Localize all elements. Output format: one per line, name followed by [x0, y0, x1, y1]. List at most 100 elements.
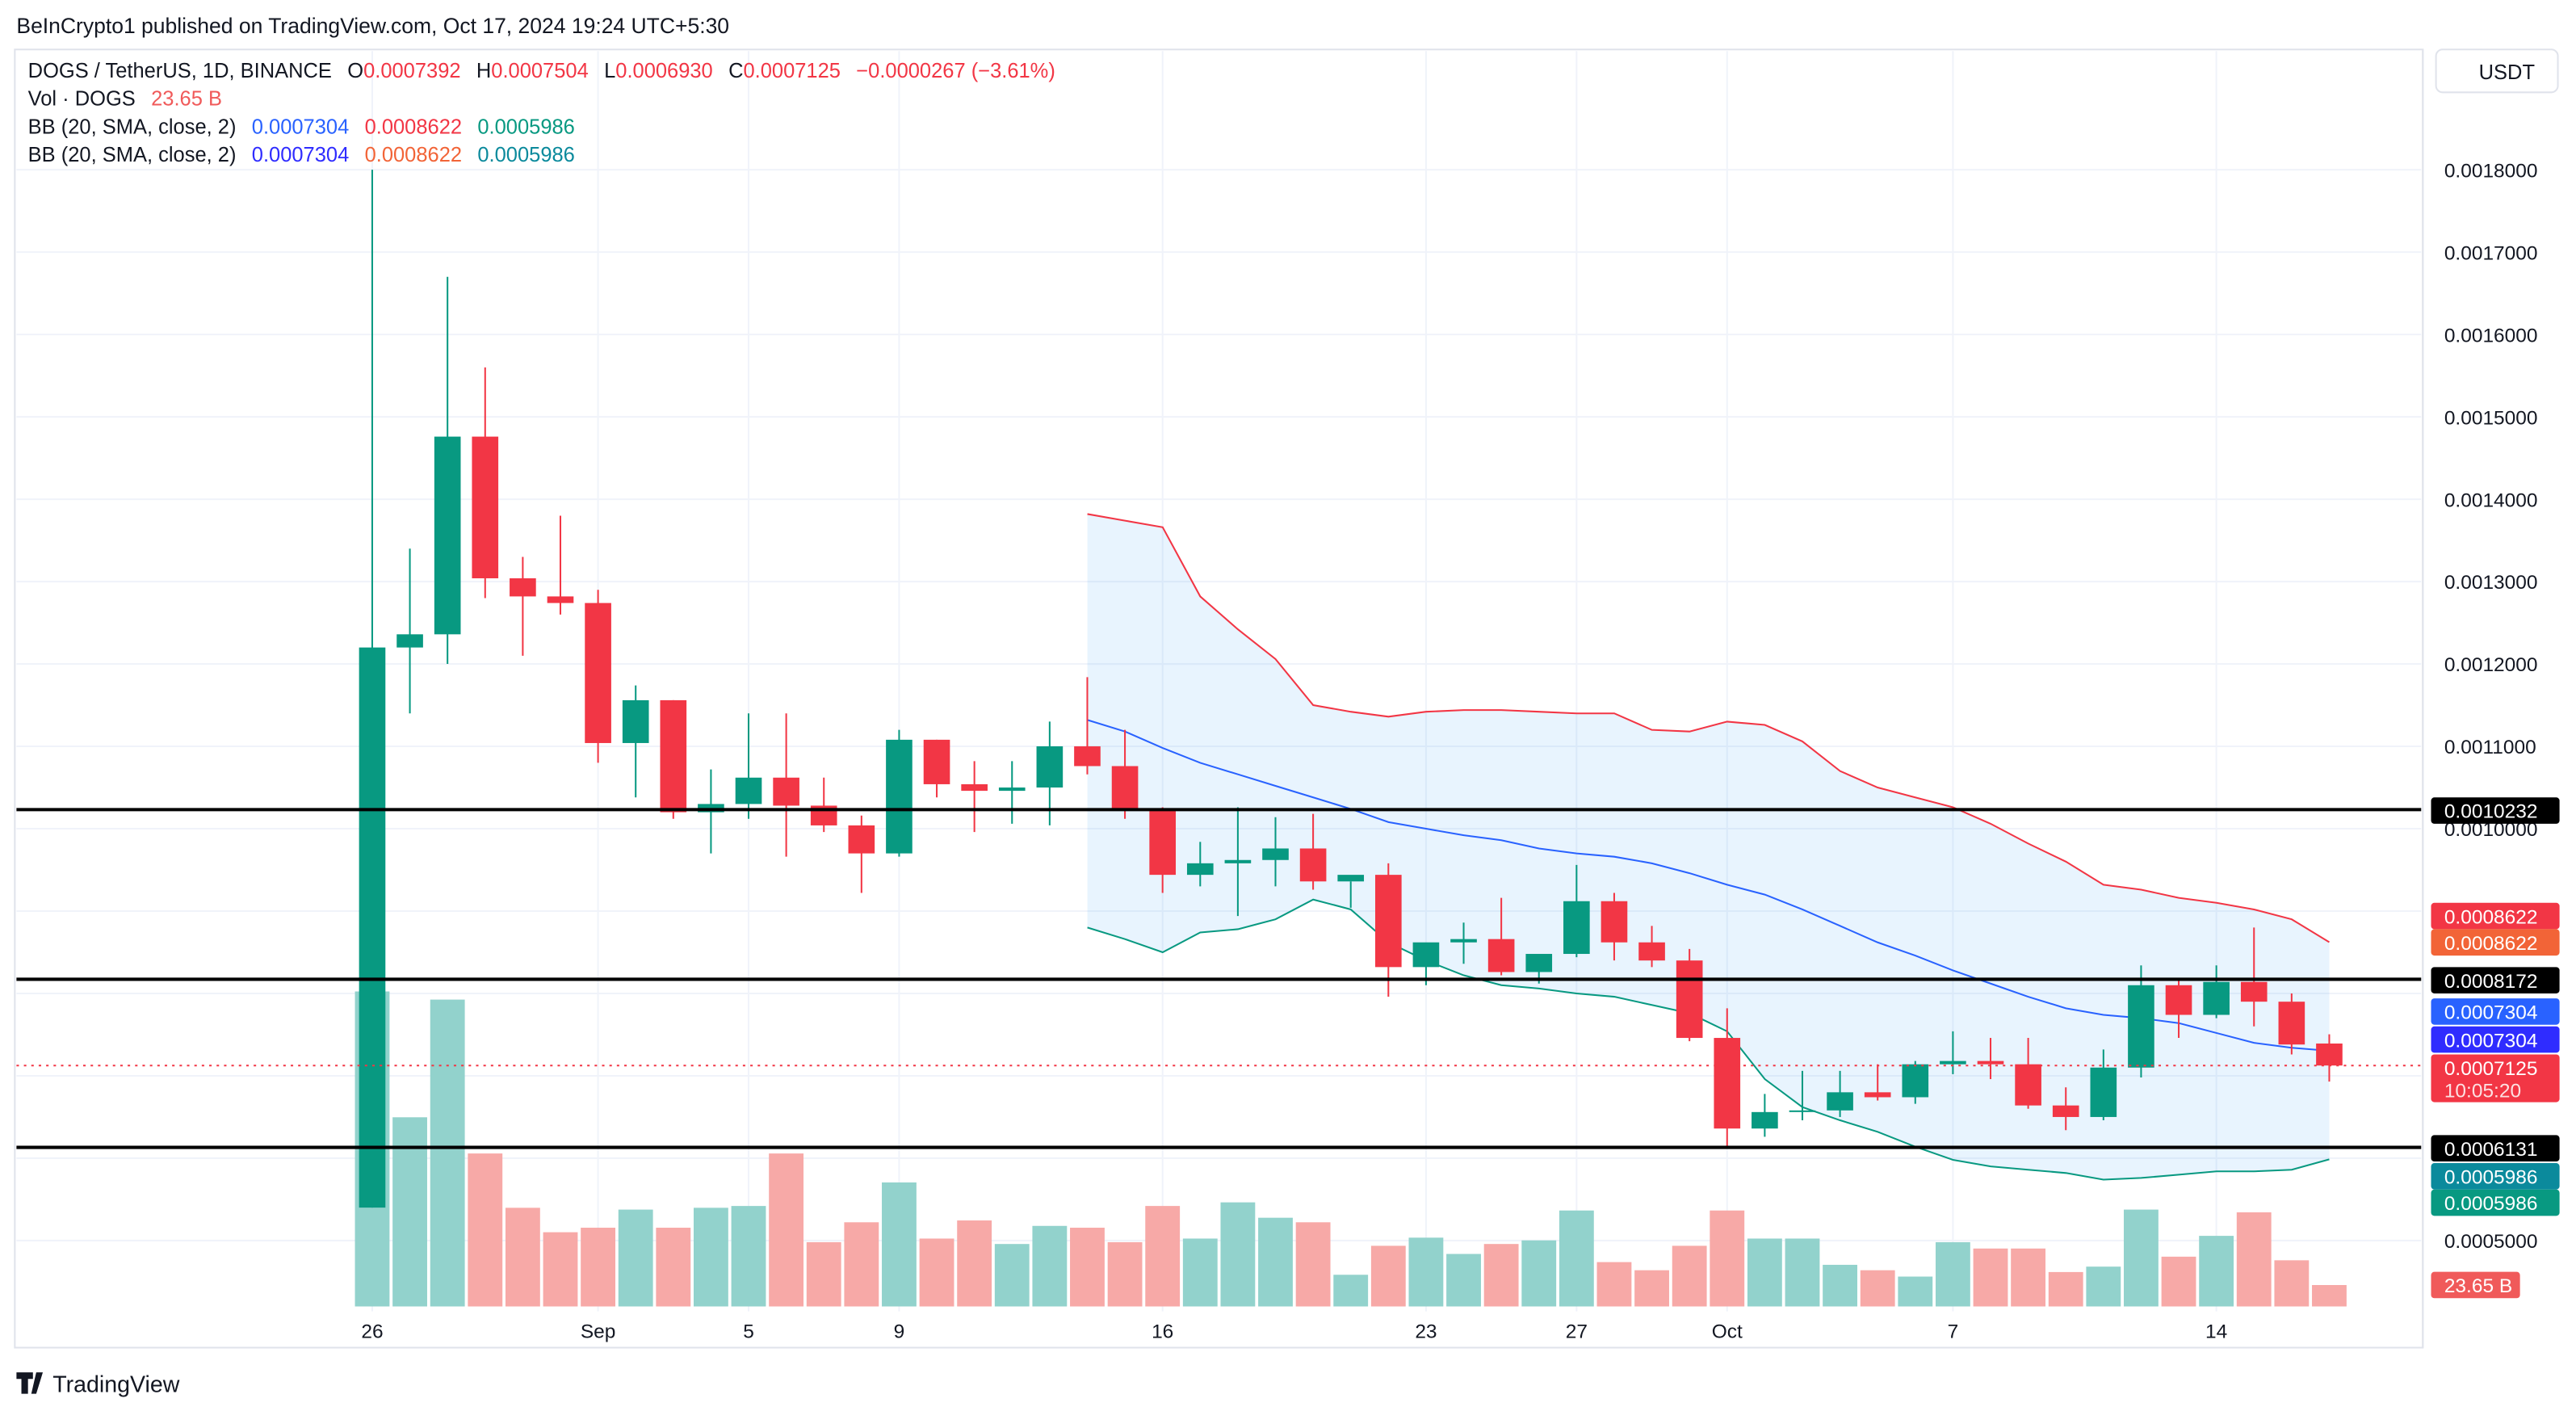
- bb-fill: [1087, 514, 2330, 1180]
- price-tick-label: 0.0018000: [2444, 160, 2538, 182]
- open-label: O: [347, 60, 363, 82]
- volume-bar: [1747, 1238, 1782, 1307]
- candle-body: [1714, 1038, 1741, 1129]
- candle-body: [1074, 746, 1101, 766]
- candle-body: [1299, 848, 1327, 882]
- currency-button-bg[interactable]: [2435, 48, 2559, 94]
- candle-body: [585, 603, 611, 743]
- candle-body: [547, 596, 574, 603]
- candle-body: [1638, 942, 1665, 961]
- volume-bar: [731, 1206, 766, 1307]
- legend-ohlc-row: DOGS / TetherUS, 1D, BINANCE O0.0007392 …: [28, 60, 1055, 82]
- time-tick-label: Oct: [1712, 1321, 1743, 1342]
- candle-body: [2052, 1105, 2079, 1117]
- bb1-label: BB (20, SMA, close, 2): [28, 116, 237, 138]
- volume-value: 23.65 B: [151, 88, 222, 111]
- legend-bb1-row: BB (20, SMA, close, 2) 0.0007304 0.00086…: [28, 116, 575, 138]
- low-label: L: [604, 60, 615, 82]
- price-badge: [2431, 902, 2560, 930]
- last-price-badge: [2431, 1054, 2560, 1102]
- volume-bar: [1672, 1245, 1707, 1307]
- volume-bar: [1860, 1270, 1895, 1307]
- price-badge: [2431, 1026, 2560, 1053]
- candle-body: [848, 825, 875, 854]
- volume-bar: [2236, 1212, 2272, 1307]
- candle-body: [735, 777, 762, 804]
- candle-body: [1111, 766, 1139, 811]
- price-badge-label: 0.0008172: [2444, 971, 2538, 993]
- candle-body: [396, 634, 423, 648]
- price-badge: [2431, 797, 2560, 824]
- bb1-middle: 0.0007304: [252, 116, 349, 138]
- time-tick-label: 23: [1415, 1321, 1437, 1342]
- volume-bar: [1032, 1225, 1068, 1307]
- volume-bar: [1295, 1222, 1331, 1307]
- candle-body: [1337, 875, 1365, 882]
- price-tick-label: 0.0005000: [2444, 1231, 2538, 1253]
- candle-body: [2316, 1043, 2343, 1066]
- volume-bar: [392, 1117, 427, 1307]
- candle-body: [923, 739, 950, 784]
- volume-bar: [1408, 1237, 1444, 1307]
- candle-body: [2240, 981, 2268, 1002]
- candle-body: [2128, 985, 2154, 1068]
- volume-bar: [919, 1238, 954, 1307]
- volume-bar: [1935, 1241, 1970, 1307]
- candle-body: [1525, 954, 1553, 972]
- legend: DOGS / TetherUS, 1D, BINANCE O0.0007392 …: [28, 60, 1055, 166]
- tradingview-logo-text[interactable]: TradingView: [52, 1372, 179, 1398]
- volume-bar: [1634, 1270, 1669, 1307]
- volume-bar: [1145, 1206, 1181, 1307]
- candle-body: [1412, 942, 1440, 968]
- legend-volume-row: Vol · DOGS 23.65 B: [28, 88, 222, 111]
- bollinger-bands: [1087, 513, 2330, 1181]
- tradingview-logo[interactable]: TradingView: [16, 1372, 180, 1398]
- candle-body: [622, 699, 649, 743]
- high-label: H: [476, 60, 491, 82]
- volume-bar: [656, 1228, 691, 1307]
- currency-label[interactable]: USDT: [2479, 61, 2535, 84]
- price-tick-label: 0.0013000: [2444, 572, 2538, 594]
- price-badge: [2431, 998, 2560, 1025]
- volume-bar: [1220, 1202, 1256, 1307]
- volume-bar: [1559, 1210, 1594, 1307]
- candle-body: [2015, 1064, 2041, 1106]
- volume-bar: [1070, 1228, 1105, 1307]
- price-badge-label: 0.0008622: [2444, 906, 2538, 928]
- volume-bar: [2274, 1260, 2310, 1307]
- currency-button[interactable]: USDT: [2435, 48, 2559, 94]
- volume-bar: [543, 1232, 578, 1307]
- time-tick-label: 5: [743, 1321, 754, 1342]
- price-axis[interactable]: 0.0018000 0.0017000 0.0016000 0.0015000 0.00…: [2431, 160, 2560, 1299]
- high-value: 0.0007504: [491, 60, 588, 82]
- price-tick-label: 0.0014000: [2444, 489, 2538, 511]
- candle-body: [1601, 901, 1628, 943]
- volume-bar: [430, 999, 465, 1307]
- candle-body: [660, 699, 687, 813]
- candle-body: [998, 788, 1026, 792]
- time-tick-label: Sep: [581, 1321, 616, 1342]
- volume-bar: [957, 1220, 992, 1307]
- candle-body: [2165, 985, 2192, 1015]
- low-value: 0.0006930: [615, 60, 712, 82]
- bb1-upper: 0.0008622: [365, 116, 462, 138]
- legend-symbol: DOGS / TetherUS, 1D, BINANCE: [28, 60, 332, 82]
- volume-bar: [1521, 1240, 1557, 1307]
- candle-body: [1186, 863, 1214, 876]
- volume-bar: [581, 1228, 616, 1307]
- time-tick-label: 9: [894, 1321, 905, 1342]
- price-tick-label: 0.0017000: [2444, 242, 2538, 264]
- price-badge: [2431, 929, 2560, 956]
- countdown-label: 10:05:20: [2444, 1080, 2521, 1102]
- close-value: 0.0007125: [743, 60, 840, 82]
- open-value: 0.0007392: [363, 60, 460, 82]
- candle-body: [1789, 1110, 1816, 1112]
- bb-middle-line: [1087, 719, 2330, 1052]
- change-value: −0.0000267 (−3.61%): [856, 60, 1055, 82]
- volume-bar: [1710, 1210, 1745, 1307]
- time-tick-label: 26: [361, 1321, 383, 1342]
- candle-body: [2278, 1002, 2305, 1045]
- time-axis[interactable]: 26 Sep 5 9 16 23 27 Oct 7 14: [361, 1321, 2227, 1342]
- price-tick-label: 0.0012000: [2444, 654, 2538, 676]
